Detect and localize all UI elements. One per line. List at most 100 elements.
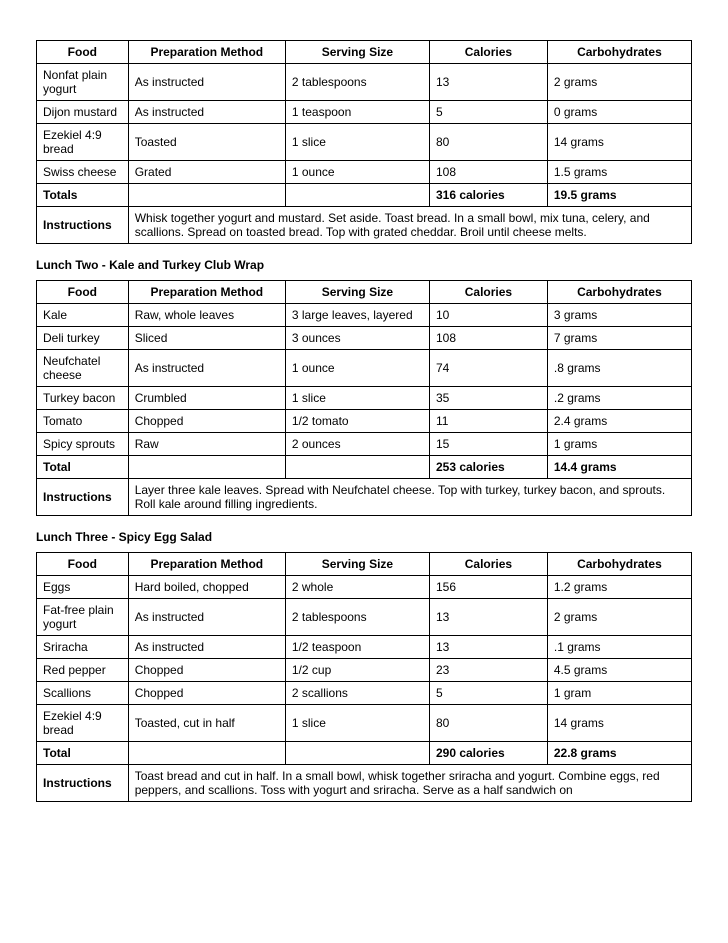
table-cell: .2 grams xyxy=(547,387,691,410)
table-cell: Spicy sprouts xyxy=(37,433,129,456)
totals-label: Total xyxy=(37,456,129,479)
table-cell: Raw, whole leaves xyxy=(128,304,285,327)
table-row: Swiss cheeseGrated1 ounce1081.5 grams xyxy=(37,161,692,184)
totals-label: Totals xyxy=(37,184,129,207)
table-cell: 1 ounce xyxy=(285,161,429,184)
table-cell: Deli turkey xyxy=(37,327,129,350)
table-cell: Red pepper xyxy=(37,659,129,682)
col-serving: Serving Size xyxy=(285,281,429,304)
table-cell: 7 grams xyxy=(547,327,691,350)
table-cell: 80 xyxy=(429,705,547,742)
table-row: Neufchatel cheeseAs instructed1 ounce74.… xyxy=(37,350,692,387)
table-cell: Chopped xyxy=(128,659,285,682)
table-cell: 1 slice xyxy=(285,705,429,742)
table1-body: Nonfat plain yogurtAs instructed2 tables… xyxy=(37,64,692,184)
table-recipe-3: Food Preparation Method Serving Size Cal… xyxy=(36,552,692,802)
table-cell: Sliced xyxy=(128,327,285,350)
instructions-row: Instructions Layer three kale leaves. Sp… xyxy=(37,479,692,516)
table-cell: 13 xyxy=(429,636,547,659)
table-cell: 2 scallions xyxy=(285,682,429,705)
instructions-text: Toast bread and cut in half. In a small … xyxy=(128,765,691,802)
table-cell: Nonfat plain yogurt xyxy=(37,64,129,101)
table-cell: 1 ounce xyxy=(285,350,429,387)
table-cell: Hard boiled, chopped xyxy=(128,576,285,599)
table-cell: Eggs xyxy=(37,576,129,599)
table-cell: 108 xyxy=(429,161,547,184)
col-serving: Serving Size xyxy=(285,553,429,576)
table-cell: 13 xyxy=(429,64,547,101)
table-cell: 23 xyxy=(429,659,547,682)
table-cell: 2 grams xyxy=(547,64,691,101)
col-food: Food xyxy=(37,281,129,304)
table-row: Dijon mustardAs instructed1 teaspoon50 g… xyxy=(37,101,692,124)
table-cell: Scallions xyxy=(37,682,129,705)
table-cell: 1.2 grams xyxy=(547,576,691,599)
table-cell: 1/2 cup xyxy=(285,659,429,682)
table-cell: Raw xyxy=(128,433,285,456)
table-row: KaleRaw, whole leaves3 large leaves, lay… xyxy=(37,304,692,327)
table-cell: As instructed xyxy=(128,101,285,124)
table-row: Ezekiel 4:9 breadToasted1 slice8014 gram… xyxy=(37,124,692,161)
table-cell: Swiss cheese xyxy=(37,161,129,184)
table2-body: KaleRaw, whole leaves3 large leaves, lay… xyxy=(37,304,692,456)
table-cell: As instructed xyxy=(128,350,285,387)
table-cell: 2.4 grams xyxy=(547,410,691,433)
table-cell: Neufchatel cheese xyxy=(37,350,129,387)
table-row: Spicy sproutsRaw2 ounces151 grams xyxy=(37,433,692,456)
instructions-text: Layer three kale leaves. Spread with Neu… xyxy=(128,479,691,516)
table-recipe-2: Food Preparation Method Serving Size Cal… xyxy=(36,280,692,516)
table-cell: Chopped xyxy=(128,682,285,705)
table-cell: As instructed xyxy=(128,64,285,101)
table-cell: .1 grams xyxy=(547,636,691,659)
totals-row: Total 290 calories 22.8 grams xyxy=(37,742,692,765)
table-cell: Toasted xyxy=(128,124,285,161)
table-row: SrirachaAs instructed1/2 teaspoon13.1 gr… xyxy=(37,636,692,659)
totals-carbs: 22.8 grams xyxy=(547,742,691,765)
table-cell: Chopped xyxy=(128,410,285,433)
table-header-row: Food Preparation Method Serving Size Cal… xyxy=(37,553,692,576)
table-cell: 3 ounces xyxy=(285,327,429,350)
table-cell: 1 gram xyxy=(547,682,691,705)
table-cell: Tomato xyxy=(37,410,129,433)
table-cell: 14 grams xyxy=(547,124,691,161)
totals-calories: 316 calories xyxy=(429,184,547,207)
table-cell: 4.5 grams xyxy=(547,659,691,682)
table-header-row: Food Preparation Method Serving Size Cal… xyxy=(37,41,692,64)
table-cell: Dijon mustard xyxy=(37,101,129,124)
table-cell: 13 xyxy=(429,599,547,636)
table-cell: 2 whole xyxy=(285,576,429,599)
table-cell: 1/2 teaspoon xyxy=(285,636,429,659)
table-cell: 2 grams xyxy=(547,599,691,636)
table-cell: 0 grams xyxy=(547,101,691,124)
col-prep: Preparation Method xyxy=(128,41,285,64)
table-cell: 74 xyxy=(429,350,547,387)
table-row: EggsHard boiled, chopped2 whole1561.2 gr… xyxy=(37,576,692,599)
table-row: ScallionsChopped2 scallions51 gram xyxy=(37,682,692,705)
table-cell: Grated xyxy=(128,161,285,184)
table-cell: 1 grams xyxy=(547,433,691,456)
table-cell: 35 xyxy=(429,387,547,410)
table-cell: Toasted, cut in half xyxy=(128,705,285,742)
table-cell: As instructed xyxy=(128,636,285,659)
table-cell: 10 xyxy=(429,304,547,327)
table-cell: 15 xyxy=(429,433,547,456)
totals-calories: 290 calories xyxy=(429,742,547,765)
table3-body: EggsHard boiled, chopped2 whole1561.2 gr… xyxy=(37,576,692,742)
table-cell: 1/2 tomato xyxy=(285,410,429,433)
totals-row: Totals 316 calories 19.5 grams xyxy=(37,184,692,207)
totals-carbs: 14.4 grams xyxy=(547,456,691,479)
table-cell: 80 xyxy=(429,124,547,161)
table-row: Fat-free plain yogurtAs instructed2 tabl… xyxy=(37,599,692,636)
totals-calories: 253 calories xyxy=(429,456,547,479)
section-title-lunch-two: Lunch Two - Kale and Turkey Club Wrap xyxy=(36,258,692,272)
table-cell: 156 xyxy=(429,576,547,599)
table-cell: Crumbled xyxy=(128,387,285,410)
table-cell: .8 grams xyxy=(547,350,691,387)
table-cell: Turkey bacon xyxy=(37,387,129,410)
totals-row: Total 253 calories 14.4 grams xyxy=(37,456,692,479)
col-carbs: Carbohydrates xyxy=(547,553,691,576)
instructions-text: Whisk together yogurt and mustard. Set a… xyxy=(128,207,691,244)
table-row: Deli turkeySliced3 ounces1087 grams xyxy=(37,327,692,350)
table-cell: 2 ounces xyxy=(285,433,429,456)
table-header-row: Food Preparation Method Serving Size Cal… xyxy=(37,281,692,304)
